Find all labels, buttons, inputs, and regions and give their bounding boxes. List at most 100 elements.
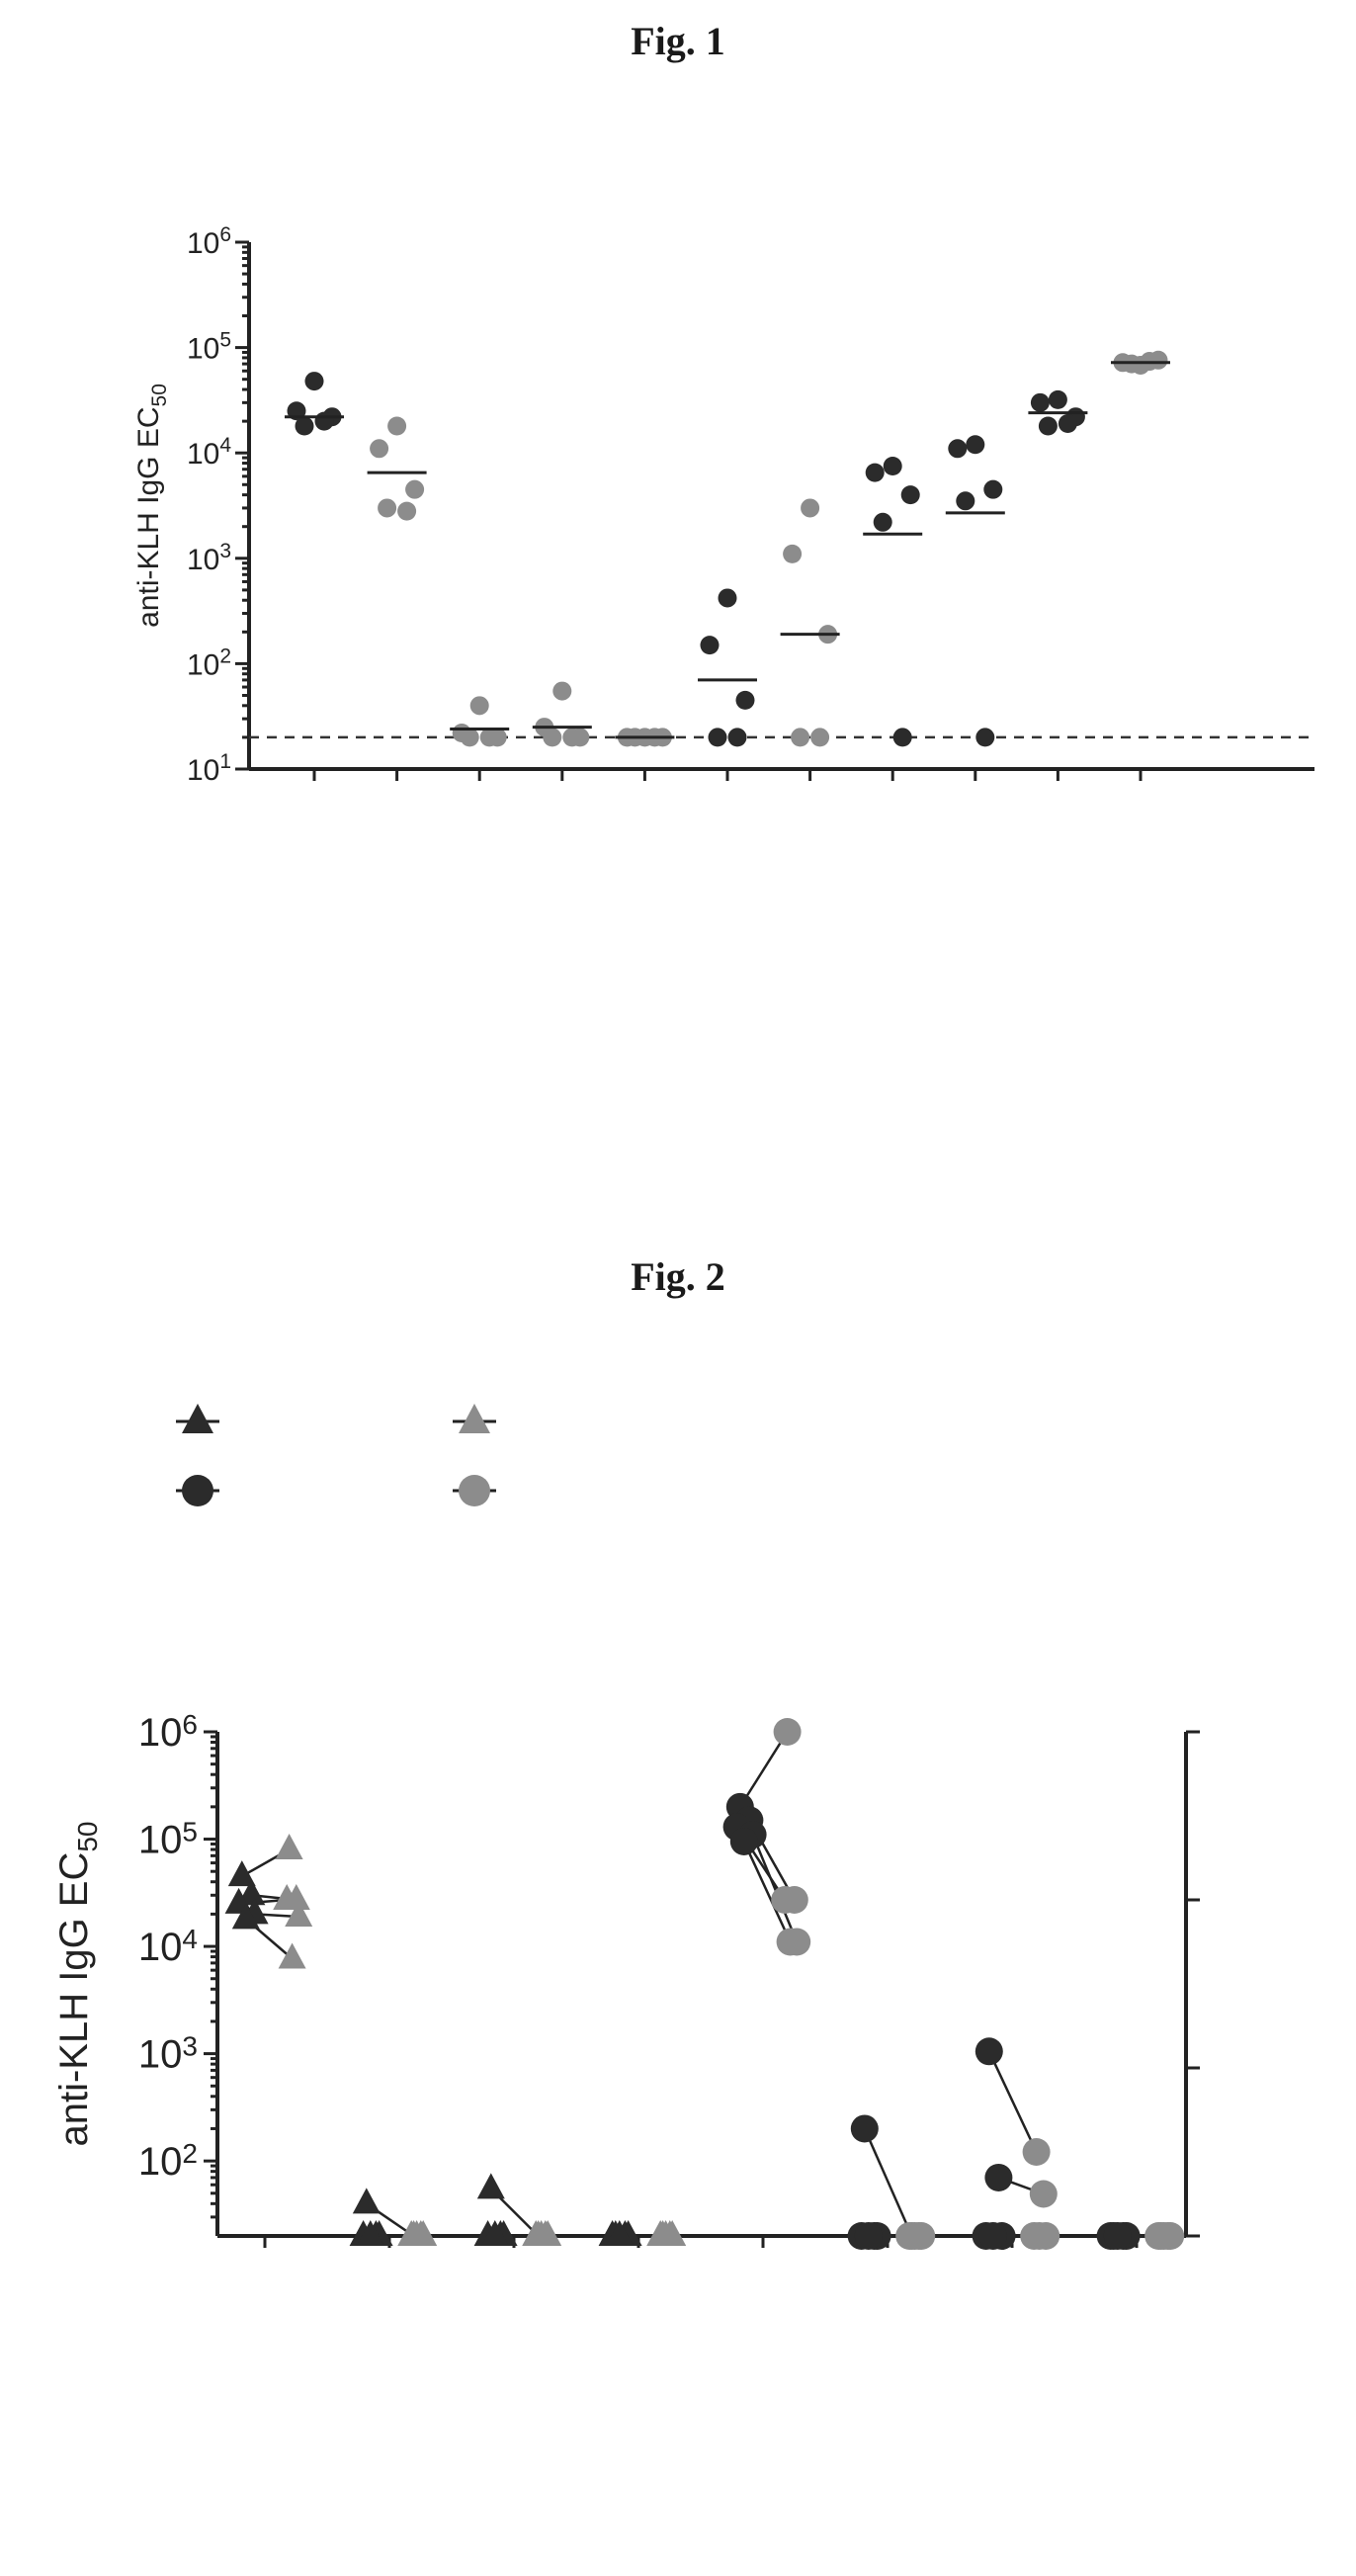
figure-2-title: Fig. 2 <box>631 1254 725 1299</box>
data-point <box>562 728 582 747</box>
data-point <box>304 372 324 391</box>
data-point <box>966 435 985 455</box>
data-point <box>1048 389 1067 409</box>
pair-connector-line <box>987 2050 1038 2153</box>
y-tick-label-base: 10 <box>138 1926 183 1969</box>
y-tick-label-base: 10 <box>187 648 219 681</box>
legend-circle-marker <box>459 1475 490 1506</box>
y-tick-label-base: 10 <box>138 2033 183 2077</box>
data-point <box>900 485 920 505</box>
data-point <box>801 498 820 518</box>
data-point <box>810 728 830 747</box>
y-tick-label: 106 <box>187 223 231 260</box>
data-point <box>479 728 499 747</box>
data-point <box>735 690 755 710</box>
data-point <box>370 439 389 459</box>
y-tick-label: 105 <box>138 1817 198 1862</box>
y-tick-label-exp: 2 <box>182 2138 198 2169</box>
data-point <box>783 544 803 563</box>
y-axis-label: anti-KLH IgG EC50 <box>132 384 171 628</box>
y-tick-label-exp: 3 <box>219 540 231 562</box>
data-point <box>727 728 747 747</box>
y-axis-label-text: anti-KLH IgG EC <box>132 406 165 627</box>
y-tick-label-exp: 4 <box>219 434 231 457</box>
titer-circle-point <box>850 2114 879 2143</box>
score-circle-point <box>900 2222 929 2250</box>
score-circle-point <box>1022 2138 1051 2166</box>
score-triangle-point <box>273 1884 301 1910</box>
titer-circle-point <box>1103 2222 1132 2250</box>
data-point <box>1038 416 1058 436</box>
y-axis-label-text: anti-KLH IgG EC <box>52 1852 96 2147</box>
titer-circle-point <box>729 1827 758 1855</box>
data-point <box>983 479 1003 499</box>
data-point <box>865 463 885 482</box>
y-tick-label-base: 10 <box>187 333 219 366</box>
data-point <box>1148 350 1168 370</box>
data-point <box>956 491 975 511</box>
score-triangle-point <box>651 2220 680 2246</box>
titer-circle-point <box>854 2222 883 2250</box>
y-tick-label: 103 <box>138 2031 198 2077</box>
y-tick-label-base: 10 <box>138 2140 183 2184</box>
y-tick-label: 103 <box>187 540 231 576</box>
titer-triangle-point <box>476 2173 505 2199</box>
y-tick-label-base: 10 <box>187 754 219 787</box>
y-axis-label-subscript: 50 <box>148 384 171 406</box>
titer-triangle-point <box>356 2220 384 2246</box>
data-point <box>552 681 572 701</box>
titer-circle-point <box>975 2037 1003 2066</box>
pair-connector-line <box>742 1841 792 1943</box>
y-tick-label: 105 <box>187 329 231 366</box>
data-point <box>469 696 489 716</box>
titer-triangle-point <box>231 1903 260 1930</box>
data-point <box>708 728 727 747</box>
score-triangle-point <box>275 1834 303 1859</box>
titer-triangle-point <box>480 2220 509 2246</box>
score-circle-point <box>773 1718 802 1746</box>
titer-triangle-point <box>605 2220 634 2246</box>
legend-triangle-marker <box>459 1404 490 1433</box>
y-tick-label: 102 <box>187 644 231 681</box>
data-point <box>387 416 407 436</box>
data-point <box>1030 392 1050 412</box>
data-point <box>405 479 425 499</box>
y-tick-label-exp: 4 <box>182 1924 198 1954</box>
score-circle-point <box>1029 2180 1058 2208</box>
y-axis-label-subscript: 50 <box>72 1821 103 1851</box>
y-tick-label: 104 <box>187 434 231 471</box>
data-point <box>295 416 314 436</box>
y-tick-label-exp: 1 <box>219 750 231 773</box>
titer-circle-point <box>984 2163 1013 2191</box>
data-point <box>378 498 397 518</box>
data-point <box>948 439 968 459</box>
y-tick-label-base: 10 <box>138 1819 183 1862</box>
score-circle-point <box>1025 2222 1054 2250</box>
y-tick-label-base: 10 <box>187 227 219 260</box>
score-triangle-point <box>527 2220 555 2246</box>
titer-circle-point <box>978 2222 1007 2250</box>
figure-1-title: Fig. 1 <box>631 19 725 63</box>
y-tick-label-exp: 5 <box>219 329 231 352</box>
score-triangle-point <box>402 2220 431 2246</box>
y-tick-label-exp: 6 <box>182 1709 198 1740</box>
legend-circle-marker <box>182 1475 213 1506</box>
score-triangle-point <box>285 1901 313 1927</box>
pair-connector-line <box>863 2127 913 2237</box>
score-circle-point <box>771 1886 800 1914</box>
data-point <box>397 501 417 521</box>
data-point <box>873 512 892 532</box>
y-tick-label-base: 10 <box>187 438 219 471</box>
pair-connector-line <box>751 1834 799 1942</box>
data-point <box>883 457 902 476</box>
y-tick-label-base: 10 <box>187 544 219 576</box>
pair-connector-line <box>738 1731 789 1808</box>
y-tick-label-exp: 3 <box>182 2031 198 2062</box>
y-tick-label: 102 <box>138 2138 198 2184</box>
data-point <box>718 588 737 608</box>
data-point <box>1058 413 1077 433</box>
data-point <box>791 728 810 747</box>
score-triangle-point <box>278 1942 306 1969</box>
y-tick-label-exp: 6 <box>219 223 231 246</box>
